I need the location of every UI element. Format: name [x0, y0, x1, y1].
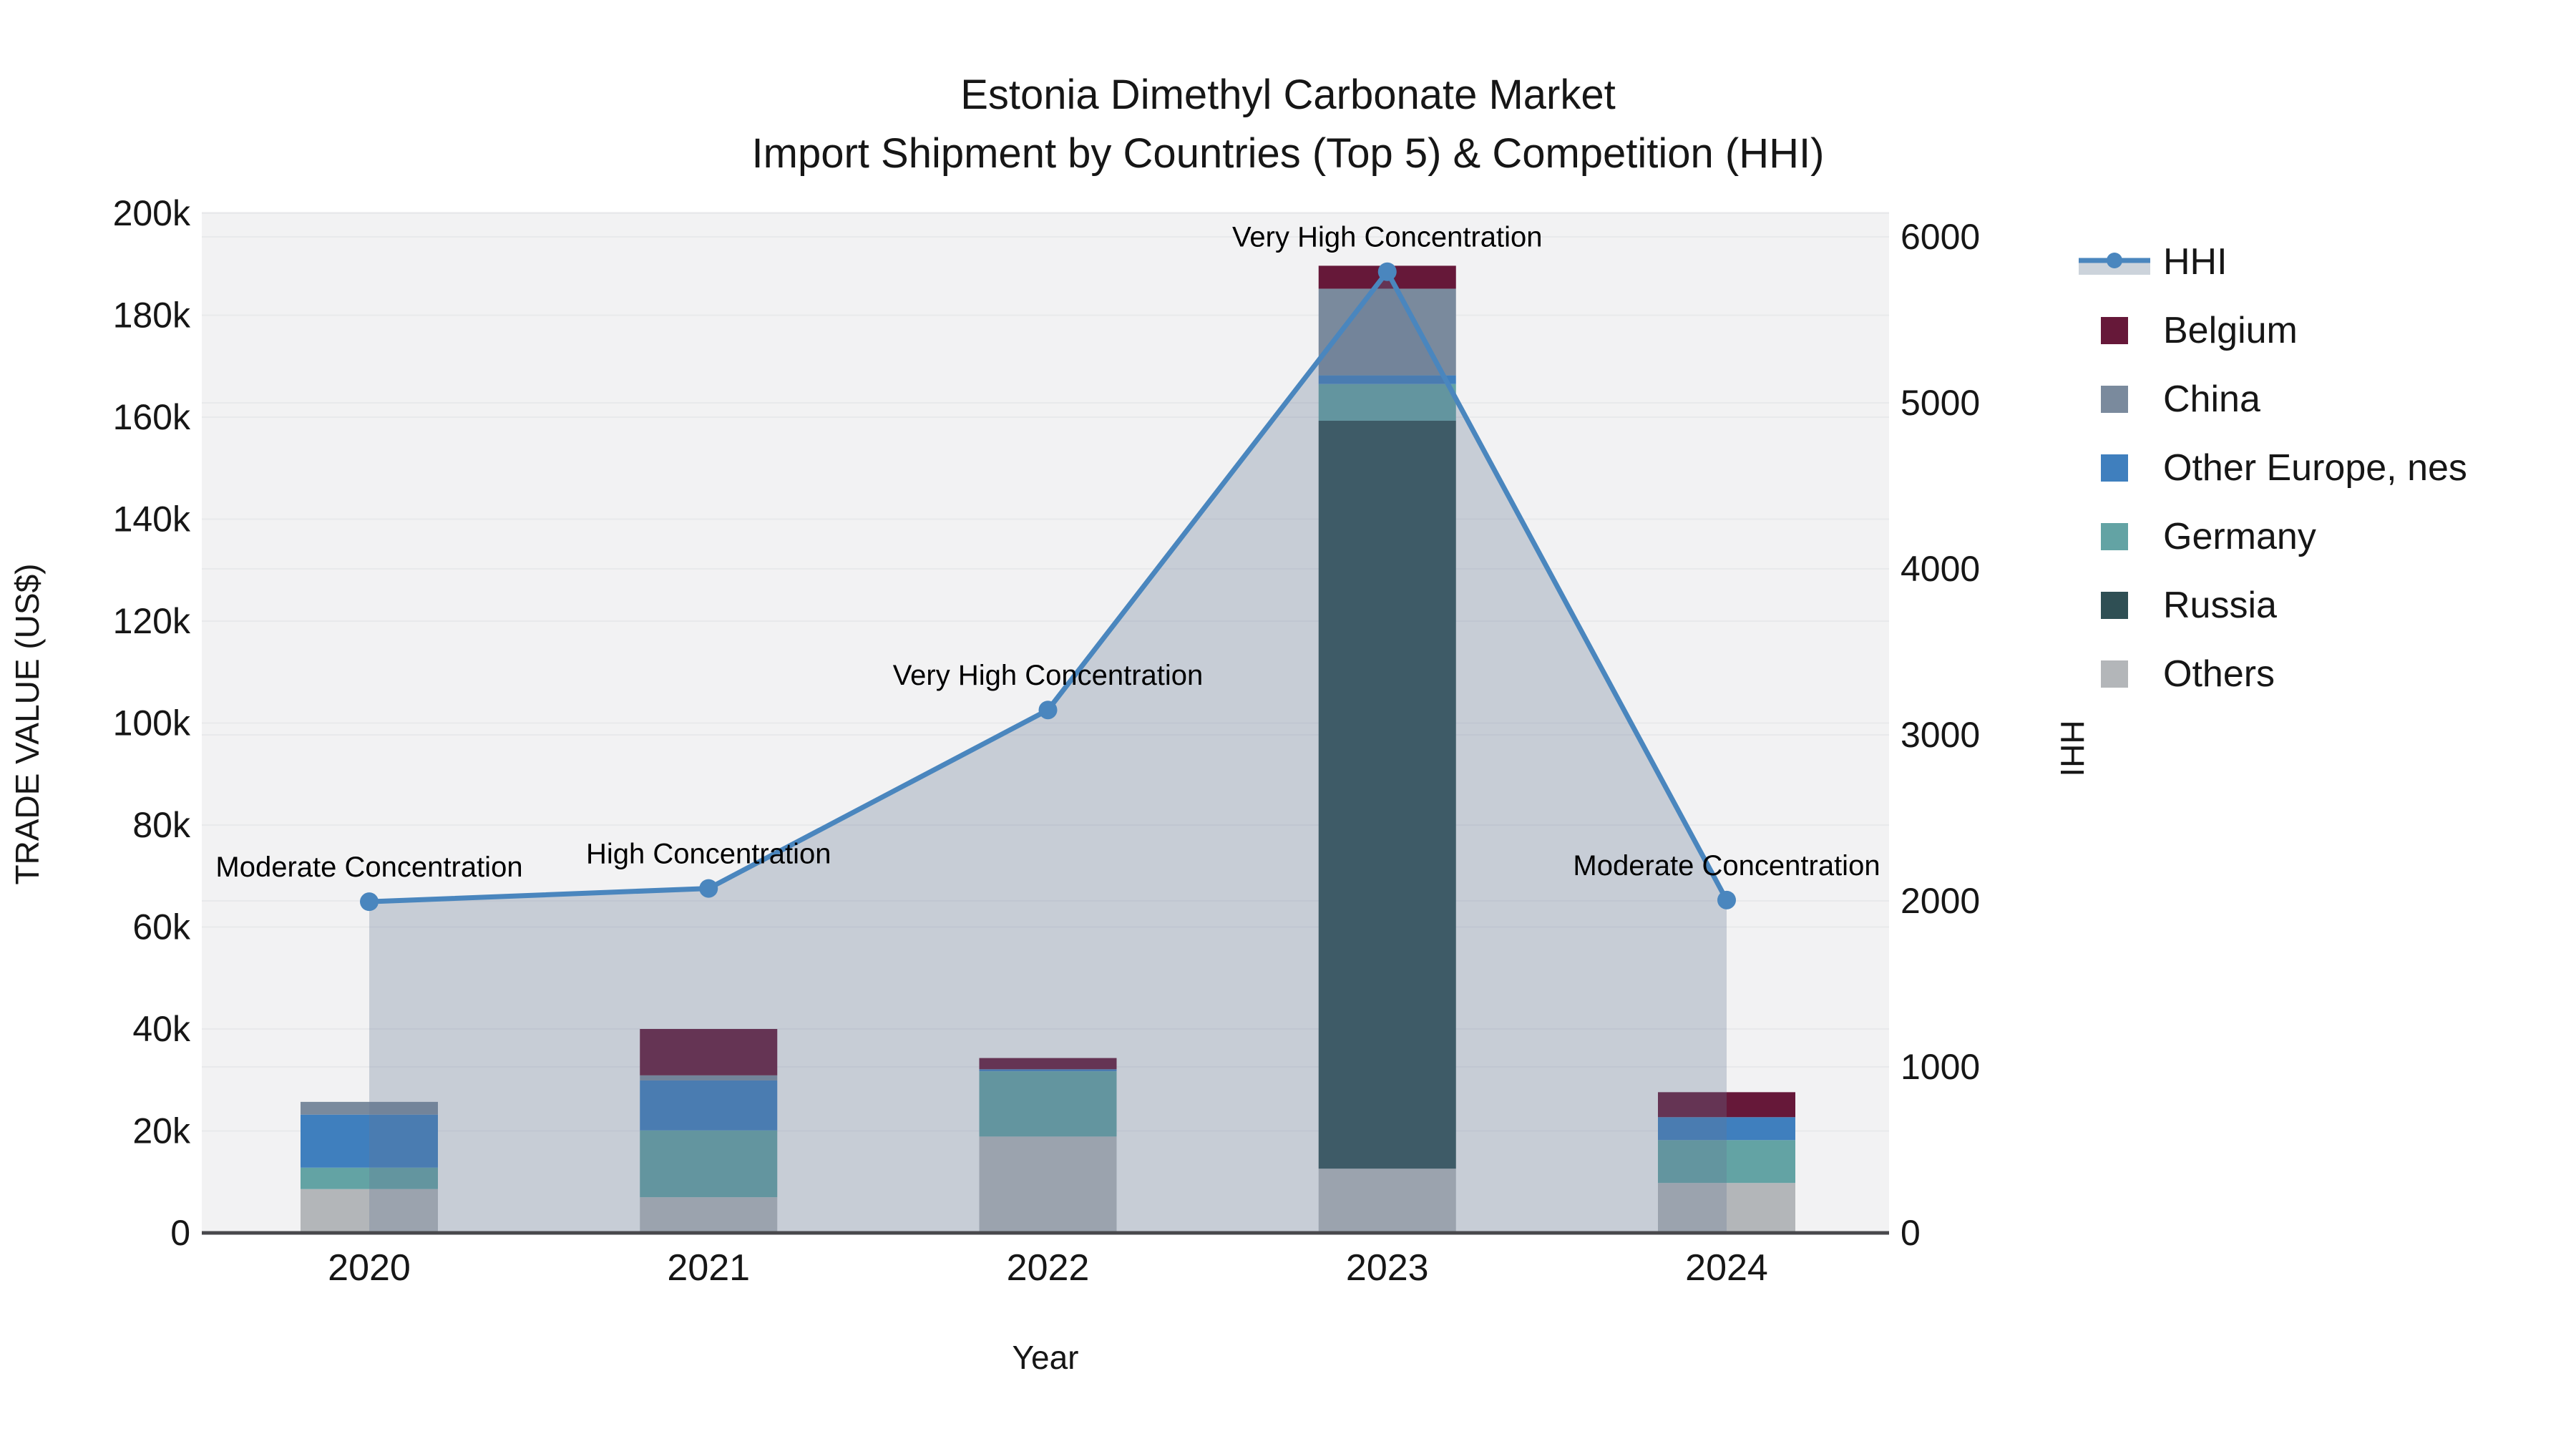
left-tick-label: 160k: [113, 397, 191, 437]
color-swatch: [2101, 386, 2128, 413]
left-tick-label: 60k: [132, 907, 191, 947]
right-tick-label: 0: [1901, 1213, 1921, 1253]
right-tick-label: 1000: [1901, 1047, 1980, 1087]
bar-segment-germany-2021[interactable]: [640, 1130, 778, 1198]
chart-title-line1: Estonia Dimethyl Carbonate Market: [960, 72, 1616, 118]
bar-segment-other-europe-nes-2023[interactable]: [1318, 375, 1456, 384]
right-tick-label: 3000: [1901, 715, 1980, 755]
bar-segment-others-2022[interactable]: [979, 1136, 1117, 1233]
legend-label: Russia: [2163, 585, 2277, 626]
color-swatch: [2101, 454, 2128, 482]
x-tick-label: 2022: [1007, 1247, 1090, 1289]
bar-segment-others-2020[interactable]: [301, 1189, 438, 1233]
legend-swatch-icon: [2079, 317, 2150, 344]
hhi-marker-2021[interactable]: [699, 879, 718, 898]
legend-item-germany[interactable]: Germany: [2079, 502, 2467, 571]
hhi-marker-2020[interactable]: [360, 892, 379, 912]
chart-title-line2: Import Shipment by Countries (Top 5) & C…: [751, 130, 1825, 177]
bar-segment-china-2020[interactable]: [301, 1101, 438, 1115]
legend: HHI Belgium China Other Europe, nes Germany R…: [2079, 228, 2467, 708]
bar-segment-germany-2020[interactable]: [301, 1167, 438, 1189]
left-tick-label: 0: [170, 1213, 190, 1253]
bar-segment-china-2021[interactable]: [640, 1075, 778, 1080]
bar-segment-germany-2024[interactable]: [1658, 1140, 1795, 1184]
legend-swatch-icon: [2079, 592, 2150, 619]
x-tick-label: 2024: [1685, 1247, 1768, 1289]
bar-segment-other-europe-nes-2020[interactable]: [301, 1114, 438, 1168]
legend-item-china[interactable]: China: [2079, 365, 2467, 434]
bar-segment-germany-2023[interactable]: [1318, 384, 1456, 421]
left-tick-label: 100k: [113, 703, 191, 743]
x-tick-label: 2023: [1346, 1247, 1429, 1289]
right-tick-label: 4000: [1901, 549, 1980, 589]
left-axis-title: TRADE VALUE (US$): [9, 563, 46, 885]
x-axis-title: Year: [1012, 1339, 1079, 1376]
color-swatch: [2101, 660, 2128, 688]
x-tick-label: 2021: [667, 1247, 750, 1289]
bar-segment-other-europe-nes-2021[interactable]: [640, 1080, 778, 1131]
legend-swatch-icon: [2079, 660, 2150, 688]
left-tick-label: 40k: [132, 1009, 191, 1049]
hhi-marker-2024[interactable]: [1717, 890, 1736, 909]
annotation: Very High Concentration: [1232, 222, 1543, 253]
hhi-area: [369, 271, 1727, 1234]
legend-swatch-icon: [2079, 523, 2150, 550]
bar-segment-belgium-2021[interactable]: [640, 1029, 778, 1075]
right-tick-label: 5000: [1901, 383, 1980, 423]
bar-segment-others-2021[interactable]: [640, 1197, 778, 1233]
bar-segment-others-2023[interactable]: [1318, 1169, 1456, 1233]
legend-item-belgium[interactable]: Belgium: [2079, 296, 2467, 365]
legend-label: Others: [2163, 653, 2275, 695]
annotation: Moderate Concentration: [215, 852, 522, 883]
left-tick-label: 120k: [113, 601, 191, 641]
x-tick-label: 2020: [328, 1247, 411, 1289]
legend-item-hhi[interactable]: HHI: [2079, 228, 2467, 296]
annotation: High Concentration: [586, 839, 831, 870]
legend-swatch-icon: [2079, 454, 2150, 482]
hhi-line-icon: [2079, 246, 2150, 278]
bar-segment-belgium-2024[interactable]: [1658, 1092, 1795, 1118]
legend-item-russia[interactable]: Russia: [2079, 571, 2467, 640]
right-axis-title: HHI: [2054, 720, 2091, 777]
right-tick-label: 2000: [1901, 881, 1980, 921]
right-tick-label: 6000: [1901, 217, 1980, 257]
legend-swatch-icon: [2079, 386, 2150, 413]
legend-label: China: [2163, 379, 2260, 420]
legend-item-other-europe-nes[interactable]: Other Europe, nes: [2079, 434, 2467, 502]
hhi-marker-2023[interactable]: [1377, 262, 1397, 281]
left-tick-label: 20k: [132, 1111, 191, 1151]
bar-segment-belgium-2022[interactable]: [979, 1058, 1117, 1070]
legend-label: Belgium: [2163, 310, 2298, 351]
bar-segment-other-europe-nes-2022[interactable]: [979, 1069, 1117, 1072]
annotation: Moderate Concentration: [1573, 850, 1880, 882]
color-swatch: [2101, 523, 2128, 550]
hhi-marker-2022[interactable]: [1038, 701, 1058, 720]
left-tick-label: 140k: [113, 499, 191, 540]
left-tick-label: 80k: [132, 805, 191, 845]
bar-segment-others-2024[interactable]: [1658, 1183, 1795, 1233]
bar-segment-germany-2022[interactable]: [979, 1071, 1117, 1137]
color-swatch: [2101, 317, 2128, 344]
legend-label: HHI: [2163, 241, 2228, 283]
legend-item-others[interactable]: Others: [2079, 640, 2467, 708]
legend-label: Germany: [2163, 516, 2316, 557]
left-tick-label: 180k: [113, 296, 191, 336]
annotation: Very High Concentration: [893, 660, 1204, 691]
bar-segment-other-europe-nes-2024[interactable]: [1658, 1117, 1795, 1141]
color-swatch: [2101, 592, 2128, 619]
legend-label: Other Europe, nes: [2163, 447, 2467, 489]
bar-segment-russia-2023[interactable]: [1318, 420, 1456, 1169]
left-tick-label: 200k: [113, 193, 191, 233]
